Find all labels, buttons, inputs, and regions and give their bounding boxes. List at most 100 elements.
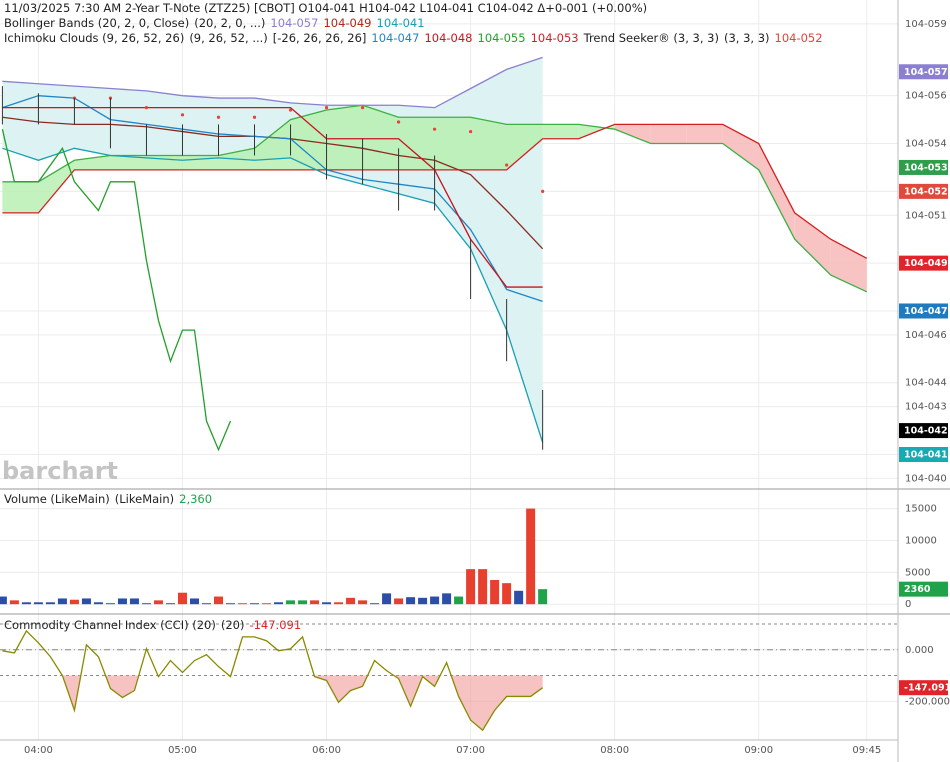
price-flag	[899, 255, 948, 271]
cloud-fill	[686, 124, 723, 144]
cloud-fill	[2, 181, 39, 213]
study-name: Commodity Channel Index (CCI) (20)	[4, 618, 216, 632]
cloud-fill	[722, 124, 759, 170]
trend-dot	[252, 115, 257, 119]
price-flag	[899, 447, 948, 463]
volume-bar	[538, 589, 548, 605]
y-tick-label: 104-059	[905, 19, 947, 30]
volume-bar	[502, 583, 512, 605]
cci-line	[2, 629, 544, 732]
volume-bar	[93, 602, 103, 605]
cloud-fill	[254, 119, 291, 170]
volume-bar	[33, 602, 43, 605]
y-tick-label: 104-046	[905, 330, 947, 341]
study-params: (3, 3, 3)	[723, 31, 770, 45]
study-params: (LikeMain)	[114, 492, 175, 506]
volume-bar	[226, 603, 236, 605]
volume-bar	[69, 599, 79, 605]
price-flag	[899, 680, 948, 696]
indicator-line	[1, 129, 232, 452]
price-flag	[899, 64, 948, 80]
volume-bar	[117, 598, 127, 605]
trend-dot	[288, 108, 293, 112]
legend-row: Commodity Channel Index (CCI) (20) (20) -1…	[4, 618, 306, 633]
x-tick-label: 08:00	[600, 745, 629, 756]
volume-bar	[213, 596, 223, 605]
study-readout: 104-052	[774, 31, 823, 45]
cloud-fill	[794, 212, 831, 276]
price-flag-label: 104-041	[904, 450, 948, 461]
study-readout: 104-053	[530, 31, 579, 45]
volume-bar	[57, 598, 67, 605]
study-readout: 104-049	[323, 16, 372, 30]
x-tick-label: 06:00	[312, 745, 341, 756]
cloud-fill	[758, 143, 795, 240]
volume-bar	[490, 579, 500, 605]
volume-bar	[177, 592, 187, 605]
study-name: Trend Seeker® (3, 3, 3)	[583, 31, 719, 45]
x-tick-label: 07:00	[456, 745, 485, 756]
trend-dot	[541, 189, 545, 193]
trend-dot	[324, 106, 329, 110]
cloud-fill	[290, 110, 327, 170]
trend-dot	[144, 106, 149, 110]
study-params: (9, 26, 52, ...)	[189, 31, 268, 45]
y-tick-label: 104-044	[905, 378, 947, 389]
indicator-line	[2, 106, 543, 288]
y-tick-label: 104-040	[905, 473, 947, 484]
cloud-fill	[326, 105, 363, 170]
legend-row: Bollinger Bands (20, 2, 0, Close) (20, 2,…	[4, 16, 828, 31]
study-name: Bollinger Bands (20, 2, 0, Close)	[4, 16, 190, 30]
price-flag-label: 104-049	[904, 258, 948, 269]
legend: Commodity Channel Index (CCI) (20) (20) -1…	[4, 618, 306, 633]
cloud-fill	[470, 117, 507, 170]
trend-dot	[469, 129, 473, 134]
trend-dot	[216, 115, 221, 119]
volume-bar	[0, 596, 7, 605]
study-readout: 2,360	[179, 492, 213, 506]
price-flag-label: -147.091	[904, 683, 950, 694]
y-tick-label: 104-051	[905, 210, 947, 221]
volume-bar	[81, 598, 91, 605]
study-readout: 104-048	[424, 31, 473, 45]
cloud-fill	[542, 124, 579, 139]
y-tick-label: 104-043	[905, 402, 947, 413]
indicator-line	[2, 95, 543, 303]
volume-bar	[9, 600, 19, 605]
volume-bar	[129, 598, 139, 605]
price-flag-label: 104-042	[904, 426, 948, 437]
y-tick-label: 104-056	[905, 91, 947, 102]
price-flag	[899, 159, 948, 175]
volume-bar	[274, 602, 284, 605]
trend-dot	[360, 106, 365, 110]
cloud-fill	[614, 124, 651, 144]
volume-bar	[478, 569, 488, 605]
data-layer: barchart	[0, 56, 868, 732]
volume-bar	[21, 602, 31, 605]
x-tick-label: 09:45	[852, 745, 881, 756]
trend-dot	[180, 113, 185, 117]
cloud-fill	[434, 117, 471, 170]
study-readout: -147.091	[249, 618, 302, 632]
volume-bar	[262, 603, 272, 605]
cloud-fill	[110, 155, 147, 170]
y-tick-label: 15000	[905, 504, 937, 515]
volume-bar	[418, 597, 428, 605]
y-tick-label: 0	[905, 599, 911, 610]
y-tick-label: -200.000	[905, 696, 950, 707]
x-tick-label: 09:00	[744, 745, 773, 756]
volume-bar	[322, 602, 332, 605]
trend-dot	[505, 163, 509, 167]
cloud-fill	[38, 160, 75, 213]
volume-bar	[153, 600, 163, 605]
study-readout: 104-057	[270, 16, 319, 30]
price-flag-label: 2360	[904, 584, 931, 595]
study-params: (20)	[220, 618, 245, 632]
volume-bar	[105, 603, 115, 605]
price-flag	[899, 303, 948, 319]
volume-bar	[382, 593, 392, 605]
volume-bar	[310, 600, 320, 605]
study-params: (20, 2, 0, ...)	[194, 16, 266, 30]
